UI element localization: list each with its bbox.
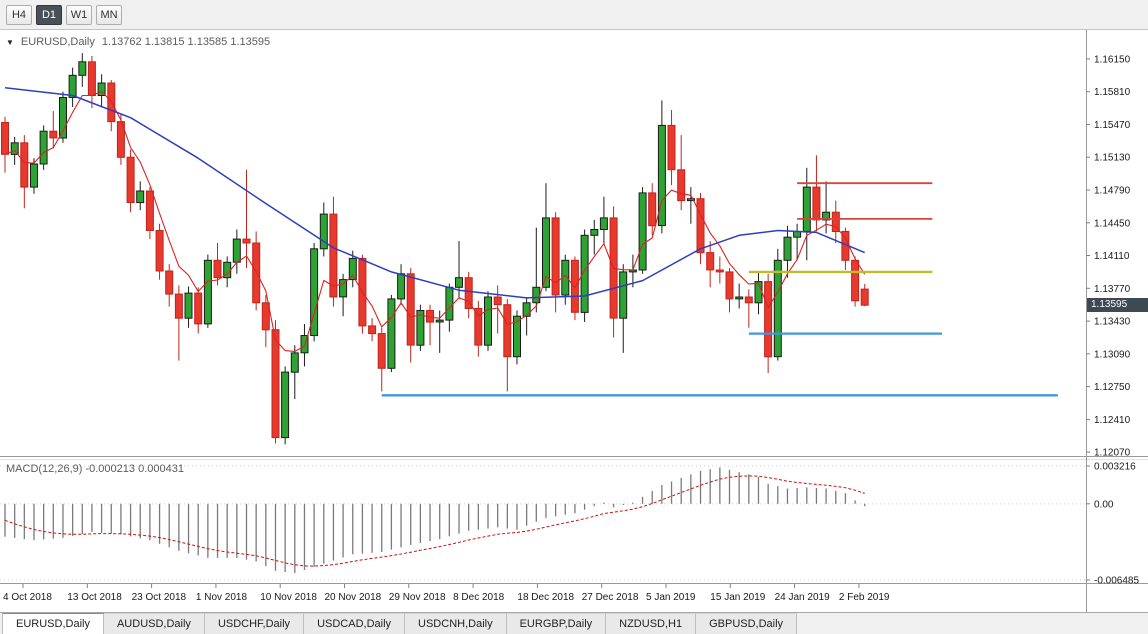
svg-text:1.16150: 1.16150 [1094,54,1131,65]
svg-text:1.14450: 1.14450 [1094,218,1131,229]
tab-usdchf-daily[interactable]: USDCHF,Daily [204,613,305,634]
svg-text:20 Nov 2018: 20 Nov 2018 [325,592,382,603]
svg-text:10 Nov 2018: 10 Nov 2018 [260,592,317,603]
tab-audusd-daily[interactable]: AUDUSD,Daily [103,613,205,634]
svg-text:23 Oct 2018: 23 Oct 2018 [132,592,187,603]
macd-axis: 0.003216 0.00 -0.006485 [1086,462,1139,587]
svg-text:1.14110: 1.14110 [1094,251,1130,262]
svg-text:0.00: 0.00 [1094,499,1114,510]
svg-text:24 Jan 2019: 24 Jan 2019 [775,592,830,603]
svg-text:1.12410: 1.12410 [1094,415,1131,426]
chart-region: 1.16150 1.15810 1.15470 1.15130 1.14790 1.144… [0,30,1148,612]
svg-text:18 Dec 2018: 18 Dec 2018 [517,592,574,603]
svg-text:1.15810: 1.15810 [1094,87,1131,98]
timeframe-d1-button[interactable]: D1 [36,4,62,25]
svg-text:15 Jan 2019: 15 Jan 2019 [710,592,765,603]
svg-text:1.15470: 1.15470 [1094,120,1131,131]
svg-text:-0.006485: -0.006485 [1094,576,1139,587]
ma-slow-line [4,87,865,299]
svg-text:29 Nov 2018: 29 Nov 2018 [389,592,446,603]
chart-tab-bar: EURUSD,Daily AUDUSD,Daily USDCHF,Daily U… [0,612,1148,634]
svg-text:1 Nov 2018: 1 Nov 2018 [196,592,248,603]
svg-text:0.003216: 0.003216 [1094,462,1136,473]
svg-text:1.12750: 1.12750 [1094,382,1131,393]
timeframe-mn-button[interactable]: MN [96,4,122,25]
svg-text:1.13770: 1.13770 [1094,284,1131,295]
chevron-down-icon[interactable]: ▼ [6,37,14,47]
svg-text:2 Feb 2019: 2 Feb 2019 [839,592,890,603]
ma-fast-line [4,90,866,352]
current-price-badge: 1.13595 [1087,298,1148,312]
svg-text:27 Dec 2018: 27 Dec 2018 [582,592,639,603]
svg-text:1.12070: 1.12070 [1094,448,1131,459]
timeframe-toolbar: H4 D1 W1 MN [0,0,1148,30]
svg-text:4 Oct 2018: 4 Oct 2018 [3,592,52,603]
price-axis: 1.16150 1.15810 1.15470 1.15130 1.14790 1.144… [1086,54,1131,459]
macd-histogram [4,467,866,574]
svg-text:1.13430: 1.13430 [1094,317,1131,328]
tab-nzdusd-h1[interactable]: NZDUSD,H1 [606,613,697,634]
svg-text:1.14790: 1.14790 [1094,186,1131,197]
tab-gbpusd-daily[interactable]: GBPUSD,Daily [696,613,798,634]
tab-usdcnh-daily[interactable]: USDCNH,Daily [405,613,507,634]
tab-eurusd-daily[interactable]: EURUSD,Daily [2,613,104,634]
price-chart-canvas[interactable]: 1.16150 1.15810 1.15470 1.15130 1.14790 1.144… [0,30,1148,612]
timeframe-h4-button[interactable]: H4 [6,4,32,25]
tab-usdcad-daily[interactable]: USDCAD,Daily [304,613,406,634]
svg-text:8 Dec 2018: 8 Dec 2018 [453,592,505,603]
candlesticks [1,53,869,445]
chart-background [0,30,1148,612]
svg-text:5 Jan 2019: 5 Jan 2019 [646,592,696,603]
macd-signal-line [4,475,865,567]
svg-text:1.15130: 1.15130 [1094,153,1131,164]
svg-text:1.13090: 1.13090 [1094,349,1131,360]
timeframe-w1-button[interactable]: W1 [66,4,92,25]
tab-eurgbp-daily[interactable]: EURGBP,Daily [506,613,607,634]
time-axis: 4 Oct 2018 13 Oct 2018 23 Oct 2018 1 Nov 20… [3,584,890,603]
svg-text:13 Oct 2018: 13 Oct 2018 [67,592,122,603]
